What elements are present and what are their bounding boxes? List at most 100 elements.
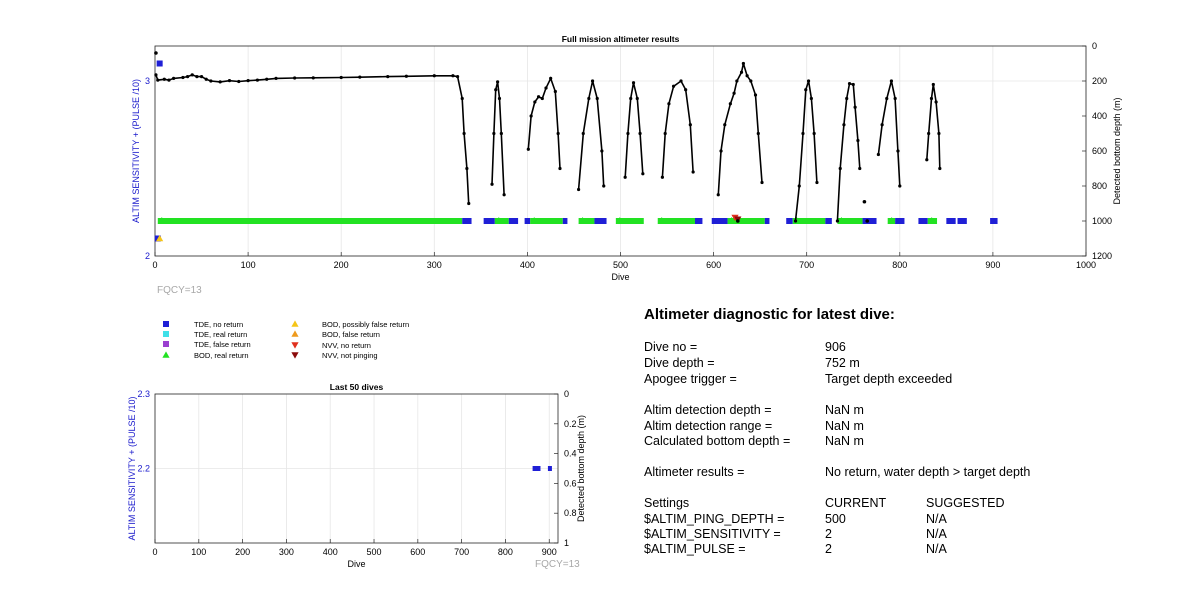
- bottom-depth-point: [404, 74, 408, 78]
- bottom-depth-point: [227, 79, 232, 83]
- status-span-cap: [657, 217, 666, 224]
- setting-name: $ALTIM_PING_DEPTH =: [644, 512, 785, 526]
- bottom-depth-point: [736, 219, 740, 223]
- bottom-depth-point: [684, 88, 688, 92]
- bottom-depth-point: [815, 180, 819, 185]
- bottom-depth-point: [460, 96, 464, 101]
- legend-marker: [163, 321, 169, 327]
- y-right-tick-label: 0: [564, 389, 569, 399]
- bottom-depth-point: [602, 184, 606, 188]
- bottom-depth-point: [635, 96, 639, 101]
- legend-marker: [291, 330, 299, 337]
- status-span-bod: [578, 217, 595, 224]
- bottom-depth-point: [812, 131, 816, 136]
- bottom-depth-point: [293, 76, 297, 80]
- status-span-cap: [530, 217, 539, 224]
- y-right-tick-label: 200: [1092, 76, 1107, 86]
- bottom-depth-point: [581, 131, 585, 136]
- bottom-depth-point: [209, 79, 213, 83]
- y-left-tick-label: 3: [145, 76, 150, 86]
- x-tick-label: 600: [706, 260, 721, 270]
- bottom-depth-point: [451, 74, 455, 78]
- bottom-depth-point: [526, 147, 530, 151]
- bottom-depth-point: [732, 91, 736, 95]
- bottom-depth-point: [502, 193, 506, 197]
- legend-label: TDE, real return: [194, 330, 247, 339]
- y-left-tick-label: 2.2: [137, 464, 150, 474]
- bottom-depth-point: [889, 79, 894, 83]
- results-label: Altimeter results =: [644, 465, 745, 479]
- apogee-trigger-value: Target depth exceeded: [825, 372, 953, 386]
- bottom-depth-point: [898, 184, 902, 188]
- bottom-depth-point: [497, 96, 502, 101]
- setting-marker: [156, 234, 164, 242]
- bottom-depth-point: [809, 96, 813, 101]
- status-span-fill: [792, 218, 826, 224]
- bottom-depth-point: [853, 105, 857, 109]
- status-span-tde: [918, 218, 928, 224]
- bottom-depth-point: [237, 79, 241, 84]
- bottom-depth-point: [455, 75, 460, 79]
- bottom-depth-point: [623, 175, 627, 179]
- y-right-tick-label: 0.8: [564, 508, 577, 518]
- bottom-depth-point: [465, 166, 469, 171]
- y-right-tick-label: 1200: [1092, 251, 1112, 261]
- x-tick-label: 800: [892, 260, 907, 270]
- bottom-depth-point: [741, 61, 745, 66]
- bottom-depth-point: [154, 51, 158, 55]
- bottom-depth-point: [553, 89, 557, 94]
- x-tick-label: 500: [367, 547, 382, 557]
- status-span-tde: [532, 466, 541, 471]
- status-span-tde: [862, 218, 877, 224]
- detection-range-value: NaN m: [825, 419, 864, 433]
- settings-header: Settings: [644, 496, 690, 510]
- status-span-tde: [990, 218, 998, 224]
- bottom-depth-point: [719, 149, 723, 153]
- y-right-tick-label: 0: [1092, 41, 1097, 51]
- status-span-tde: [764, 218, 770, 224]
- bottom-depth-point: [549, 76, 553, 80]
- bottom-depth-point: [835, 219, 840, 223]
- bottom-depth-point: [801, 131, 805, 136]
- bottom-depth-point: [885, 96, 889, 101]
- setting-suggested: N/A: [926, 542, 947, 556]
- setting-current: 2: [825, 542, 832, 556]
- legend-marker: [162, 351, 170, 358]
- bottom-depth-point: [172, 76, 176, 80]
- setting-name: $ALTIM_SENSITIVITY =: [644, 527, 781, 541]
- bottom-depth-line: [527, 76, 561, 169]
- bottom-depth-point: [663, 131, 667, 136]
- bottom-depth-point: [595, 96, 599, 101]
- setting-marker: [156, 60, 163, 67]
- status-span-tde: [462, 218, 472, 224]
- bottom-depth-point: [865, 219, 870, 223]
- bottom-depth-point: [793, 219, 798, 223]
- bottom-depth-point: [631, 81, 636, 85]
- legend-label: BOD, real return: [194, 351, 249, 360]
- status-span-tde: [547, 466, 552, 471]
- current-header: CURRENT: [825, 496, 887, 510]
- bottom-depth-point: [753, 93, 758, 97]
- bottom-depth-point: [756, 131, 760, 136]
- x-tick-label: 600: [410, 547, 425, 557]
- x-axis-label: Dive: [347, 559, 365, 569]
- legend-label: BOD, possibly false return: [322, 320, 409, 329]
- status-span-tde: [946, 218, 956, 224]
- status-span-cap: [887, 217, 896, 224]
- x-tick-label: 500: [613, 260, 628, 270]
- bottom-depth-point: [274, 76, 278, 80]
- status-span-cap: [615, 217, 624, 224]
- status-span-bod: [494, 217, 509, 224]
- bottom-depth-point: [167, 78, 171, 82]
- status-span-bod: [727, 217, 765, 224]
- bottom-depth-point: [804, 88, 808, 92]
- y-left-axis-label: ALTIM SENSITIVITY + (PULSE /10): [127, 397, 137, 541]
- suggested-header: SUGGESTED: [926, 496, 1005, 510]
- bottom-depth-point: [199, 75, 204, 79]
- bottom-depth-point: [265, 77, 269, 81]
- status-span-tde: [825, 218, 832, 224]
- bottom-depth-point: [876, 152, 880, 157]
- x-tick-label: 200: [334, 260, 349, 270]
